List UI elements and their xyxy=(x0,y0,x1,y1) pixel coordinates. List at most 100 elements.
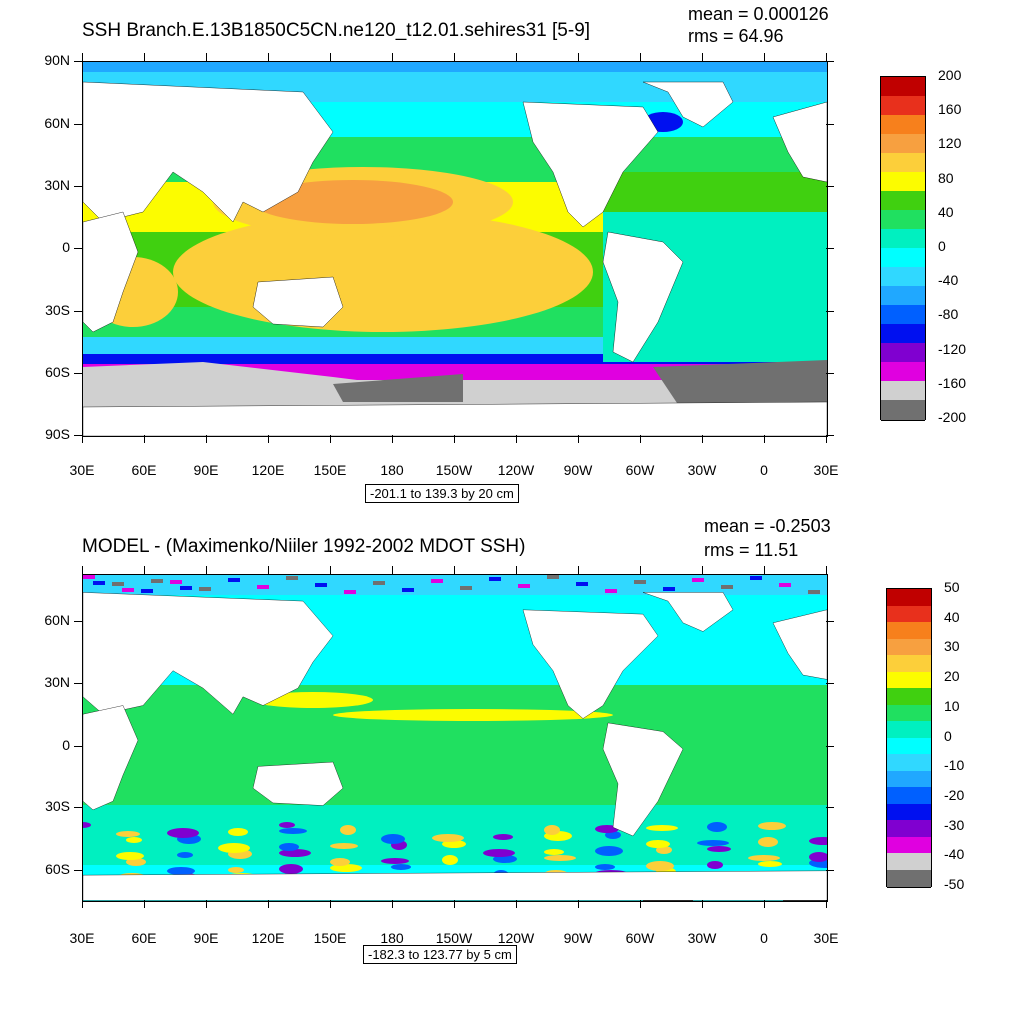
colorbar-label: 10 xyxy=(944,697,960,714)
longitude-tick xyxy=(268,566,269,574)
colorbar-segment xyxy=(881,305,925,326)
latitude-tick xyxy=(826,746,834,747)
colorbar-segment xyxy=(887,787,931,805)
colorbar-segment xyxy=(881,400,925,421)
colorbar xyxy=(880,76,926,421)
anomaly-patch xyxy=(442,855,458,865)
landmass xyxy=(83,705,139,811)
longitude-label: 90W xyxy=(563,462,593,478)
colorbar-segment xyxy=(881,267,925,288)
longitude-label: 120E xyxy=(251,930,285,946)
ocean-band xyxy=(603,172,827,212)
longitude-tick xyxy=(82,435,83,443)
anomaly-patch xyxy=(707,846,731,852)
longitude-tick xyxy=(144,900,145,908)
latitude-tick xyxy=(74,807,82,808)
anomaly-patch xyxy=(177,852,193,858)
latitude-label: 30S xyxy=(45,798,70,814)
longitude-tick xyxy=(82,900,83,908)
colorbar-segment xyxy=(887,605,931,624)
colorbar-segment xyxy=(881,210,925,231)
anomaly-patch xyxy=(344,590,356,594)
anomaly-patch xyxy=(663,587,675,591)
anomaly-patch xyxy=(93,581,105,585)
latitude-tick xyxy=(74,435,82,436)
anomaly-patch xyxy=(381,858,409,864)
latitude-tick xyxy=(826,61,834,62)
colorbar-segment xyxy=(887,853,931,871)
anomaly-patch xyxy=(460,586,472,590)
colorbar-label: -40 xyxy=(938,272,959,289)
anomaly-patch xyxy=(122,588,134,592)
colorbar-label: -20 xyxy=(944,786,965,803)
longitude-label: 120E xyxy=(251,462,285,478)
ocean-band xyxy=(83,62,827,72)
colorbar-segment xyxy=(881,115,925,136)
colorbar-segment xyxy=(881,191,925,212)
anomaly-patch xyxy=(809,837,827,845)
longitude-tick xyxy=(206,435,207,443)
anomaly-patch xyxy=(692,578,704,582)
colorbar-label: 80 xyxy=(938,169,954,186)
anomaly-patch xyxy=(595,846,623,856)
colorbar-segment xyxy=(881,362,925,383)
longitude-tick xyxy=(702,435,703,443)
longitude-label: 30E xyxy=(813,930,839,946)
colorbar-label: 40 xyxy=(938,203,954,220)
longitude-tick xyxy=(764,53,765,61)
longitude-tick xyxy=(268,900,269,908)
longitude-label: 150E xyxy=(313,462,347,478)
rms-stat: rms = 64.96 xyxy=(688,26,784,46)
longitude-tick xyxy=(826,566,827,574)
anomaly-patch xyxy=(126,837,142,843)
latitude-label: 0 xyxy=(62,737,70,753)
ssh-difference-map xyxy=(82,574,828,902)
longitude-tick xyxy=(640,435,641,443)
colorbar-segment xyxy=(887,589,931,607)
colorbar-label: 160 xyxy=(938,101,962,118)
colorbar-segment xyxy=(887,688,931,706)
colorbar-label: -160 xyxy=(938,374,967,391)
anomaly-patch xyxy=(315,583,327,587)
colorbar-segment xyxy=(881,134,925,155)
landmass xyxy=(772,609,827,680)
landmass xyxy=(522,609,659,719)
longitude-tick xyxy=(268,435,269,443)
longitude-tick xyxy=(764,900,765,908)
landmass xyxy=(252,761,344,806)
longitude-tick xyxy=(640,900,641,908)
longitude-tick xyxy=(640,53,641,61)
colorbar-segment xyxy=(887,655,931,673)
colorbar-label: 120 xyxy=(938,135,962,152)
longitude-tick xyxy=(702,53,703,61)
longitude-label: 30E xyxy=(813,462,839,478)
longitude-label: 60E xyxy=(131,462,157,478)
longitude-tick xyxy=(516,53,517,61)
anomaly-patch xyxy=(279,822,295,828)
longitude-label: 90W xyxy=(563,930,593,946)
anomaly-patch xyxy=(595,864,615,870)
anomaly-patch xyxy=(83,575,95,579)
latitude-label: 0 xyxy=(62,239,70,255)
anomaly-patch xyxy=(758,837,778,847)
longitude-tick xyxy=(82,53,83,61)
anomaly-patch xyxy=(330,858,350,866)
longitude-tick xyxy=(144,566,145,574)
landmass xyxy=(642,592,734,632)
colorbar-segment xyxy=(887,638,931,657)
latitude-tick xyxy=(74,186,82,187)
longitude-tick xyxy=(454,53,455,61)
anomaly-patch xyxy=(180,586,192,590)
ocean-band xyxy=(83,354,827,364)
anomaly-patch xyxy=(286,576,298,580)
longitude-tick xyxy=(578,566,579,574)
longitude-label: 60W xyxy=(625,930,655,946)
longitude-tick xyxy=(764,566,765,574)
latitude-tick xyxy=(826,124,834,125)
anomaly-patch xyxy=(483,849,515,857)
colorbar-segment xyxy=(887,704,931,723)
ocean-band xyxy=(83,575,827,595)
panel-title: SSH Branch.E.13B1850C5CN.ne120_t12.01.se… xyxy=(82,20,591,41)
longitude-tick xyxy=(702,566,703,574)
latitude-tick xyxy=(74,311,82,312)
